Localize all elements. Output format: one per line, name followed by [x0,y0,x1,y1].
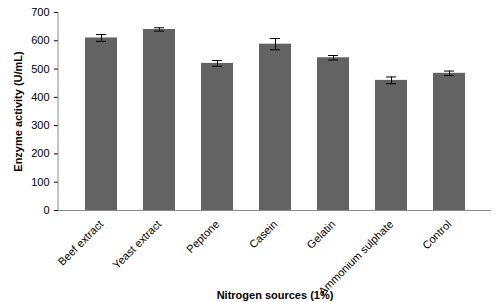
svg-text:700: 700 [31,6,49,18]
svg-text:Enzyme activity (U/mL): Enzyme activity (U/mL) [12,51,24,172]
svg-text:Control: Control [420,218,454,252]
svg-text:600: 600 [31,34,49,46]
svg-text:Gelatin: Gelatin [304,218,337,251]
svg-text:200: 200 [31,147,49,159]
svg-text:Yeast extract: Yeast extract [110,218,163,271]
svg-text:500: 500 [31,63,49,75]
svg-text:0: 0 [43,204,49,216]
svg-text:Ammonium sulphate: Ammonium sulphate [316,218,395,297]
svg-text:Casein: Casein [247,218,280,251]
svg-text:100: 100 [31,176,49,188]
svg-text:Nitrogen sources (1%): Nitrogen sources (1%) [217,289,334,301]
svg-text:400: 400 [31,91,49,103]
svg-text:Peptone: Peptone [184,218,221,255]
svg-text:300: 300 [31,119,49,131]
svg-text:Beef extract: Beef extract [55,218,105,268]
